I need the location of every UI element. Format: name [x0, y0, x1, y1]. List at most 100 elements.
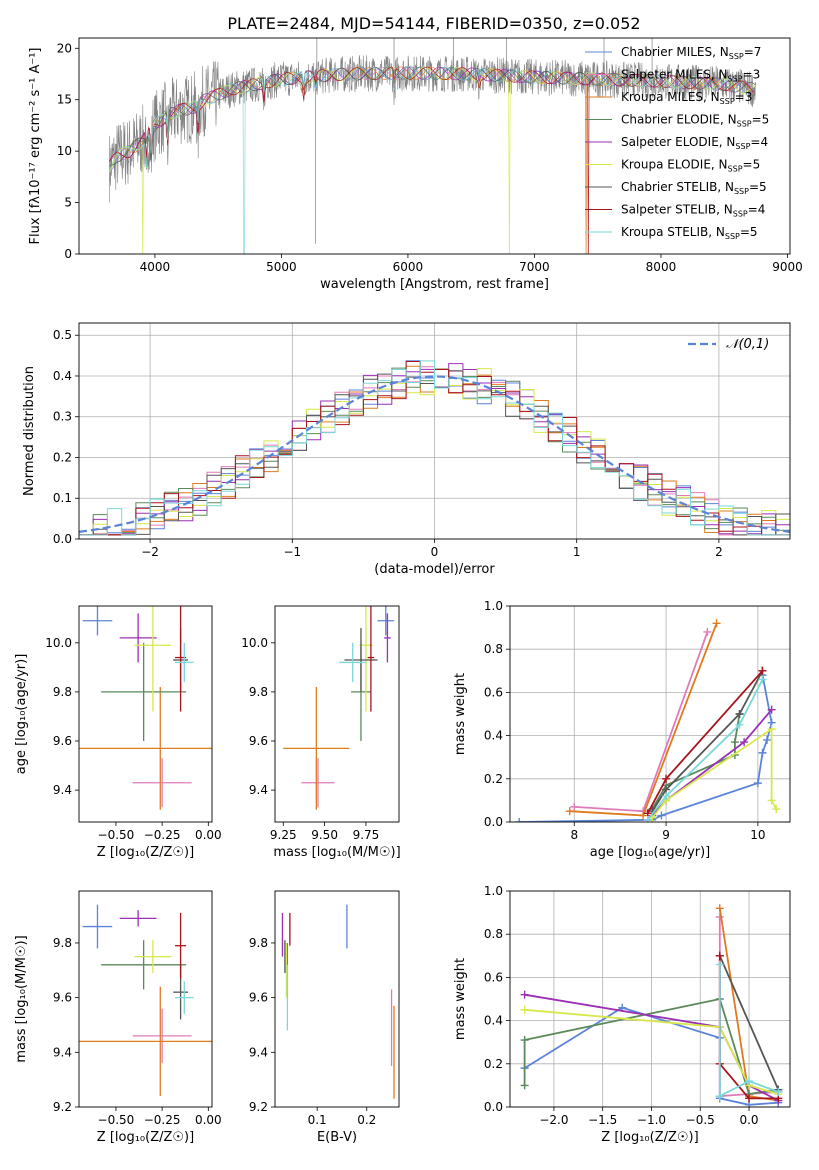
x-tick-label: −1.5 [588, 1113, 617, 1127]
y-tick-label: 0.2 [484, 772, 503, 786]
x-tick-label: 9.50 [311, 828, 338, 842]
mass_weight_vs_age-frame [509, 605, 791, 823]
x-tick-label: −1 [283, 545, 301, 559]
mass_weight_vs_Z-plot-area [520, 904, 783, 1107]
legend-label: Kroupa MILES, NSSP=3 [621, 90, 752, 106]
errorbar-kroupa-stelib [175, 642, 194, 683]
series-marker [740, 738, 749, 747]
legend-label-main: Kroupa ELODIE, N [621, 158, 728, 172]
series-marker [515, 818, 524, 822]
series-marker [715, 904, 724, 913]
spectrum-axes: 4000 5000 6000 7000 8000 9000 0 5 10 15 20 waveleng… [28, 37, 803, 292]
series-marker [715, 912, 724, 921]
mass_weight_vs_Z-frame [509, 890, 791, 1108]
age_vs_Z-plot-area [79, 606, 212, 810]
age_vs_mass-plot-area [283, 606, 395, 810]
y-tick-label: 0.0 [53, 532, 72, 546]
y-tick-label: 10.0 [241, 636, 268, 650]
y-tick-label: 9.6 [249, 991, 268, 1005]
x-tick-label: −2 [141, 545, 159, 559]
errorbar-salpeter-elodie [119, 613, 157, 663]
series-kroupa-stelib [715, 960, 783, 1101]
series-marker [730, 738, 739, 747]
errorbar-kroupa-stelib [175, 981, 194, 1015]
x-tick-label: −0.50 [98, 1113, 135, 1127]
series-line [569, 622, 718, 817]
errorbar-salpeter-miles [132, 1008, 192, 1064]
series-marker [735, 720, 744, 729]
y-tick-label: 9.4 [249, 1045, 268, 1059]
series-line [646, 678, 764, 821]
y-tick-label: 9.2 [249, 1100, 268, 1114]
spectrum-model-salpeter-stelib [109, 66, 756, 254]
x-tick-label: 0.00 [195, 1113, 222, 1127]
x-tick-label: 1 [573, 545, 581, 559]
errorbar-chabrier-miles [82, 606, 113, 636]
y-tick-label: 0.6 [484, 970, 503, 984]
series-marker [712, 619, 721, 628]
x-tick-label: 7000 [519, 260, 550, 274]
errorbar-chabrier-miles [82, 904, 113, 949]
y-tick-label: 9.8 [53, 685, 72, 699]
errorbar-salpeter-elodie [119, 910, 157, 927]
errorbar-kroupa-elodie [134, 606, 172, 712]
x-tick-label: 9.25 [270, 828, 297, 842]
legend-label-count: =5 [752, 113, 770, 127]
age_vs_Z-axes: −0.50 −0.25 0.00 9.4 9.6 9.8 10.0 Z [log₁₀(Z/Z☉… [14, 605, 222, 860]
legend-label-main: Chabrier ELODIE, N [621, 113, 737, 127]
x-tick-label: 0.2 [357, 1113, 376, 1127]
legend-label-count: =4 [750, 135, 768, 149]
series-marker [774, 1087, 783, 1096]
series-line [718, 955, 780, 1091]
series-marker [520, 1036, 529, 1045]
spectrum-frame [78, 37, 791, 255]
errorbar-kroupa-miles [79, 986, 212, 1097]
legend-label-main: Chabrier STELIB, N [621, 180, 734, 194]
mass_weight_vs_age-plot-area [515, 619, 781, 822]
series-salpeter-elodie [648, 705, 776, 820]
y-tick-label: 0.2 [53, 450, 72, 464]
x-tick-label: −0.5 [686, 1113, 715, 1127]
y-tick-label: 0.4 [484, 729, 503, 743]
series-marker [767, 725, 776, 734]
errorbar-salpeter-stelib [175, 912, 187, 979]
legend-label-count: =7 [744, 45, 762, 59]
x-axis-label: (data-model)/error [374, 562, 495, 577]
series-kroupa-stelib [643, 675, 767, 822]
legend-label: Kroupa ELODIE, NSSP=5 [621, 158, 760, 174]
legend-label-sub: SSP [729, 52, 744, 61]
mass_vs_Z-plot-area [79, 904, 212, 1097]
series-marker [715, 1092, 724, 1101]
x-tick-label: 9.75 [353, 828, 380, 842]
y-tick-label: 9.4 [53, 783, 72, 797]
mass_vs_ebv-frame [274, 890, 400, 1108]
y-axis-label: mass [log₁₀(M/M☉)] [14, 935, 29, 1062]
legend-label-sub: SSP [734, 187, 749, 196]
y-tick-label: 0.6 [484, 685, 503, 699]
y-tick-label: 0.1 [53, 491, 72, 505]
series-marker [565, 807, 574, 816]
y-tick-label: 9.4 [249, 783, 268, 797]
spectrum-plot-area [109, 38, 756, 254]
y-tick-label: 9.8 [53, 936, 72, 950]
y-tick-label: 0.5 [53, 328, 72, 342]
series-marker [570, 802, 579, 811]
x-tick-label: 5000 [266, 260, 297, 274]
y-axis-label: Normed distribution [22, 366, 37, 496]
series-marker [745, 1077, 754, 1086]
x-tick-label: 8000 [646, 260, 677, 274]
series-marker [763, 735, 772, 744]
series-marker [520, 1081, 529, 1090]
x-tick-label: 8 [570, 828, 578, 842]
errorbar-chabrier-elodie [101, 642, 187, 741]
y-tick-label: 20 [57, 41, 72, 55]
age_vs_mass-axes: 9.25 9.50 9.75 9.4 9.6 9.8 10.0 mass [log₁₀(M/M… [241, 605, 401, 860]
series-marker [662, 774, 671, 783]
residuals-axes: −2 −1 0 1 2 0.0 0.1 0.2 0.3 0.4 0.5 (data-model)/er… [22, 322, 791, 577]
y-tick-label: 0.0 [484, 1100, 503, 1114]
y-tick-label: 9.6 [249, 734, 268, 748]
legend-label: Salpeter ELODIE, NSSP=4 [621, 135, 768, 151]
y-tick-label: 9.6 [53, 734, 72, 748]
errorbar-salpeter-elodie [384, 613, 391, 663]
x-tick-label: −0.25 [144, 828, 181, 842]
